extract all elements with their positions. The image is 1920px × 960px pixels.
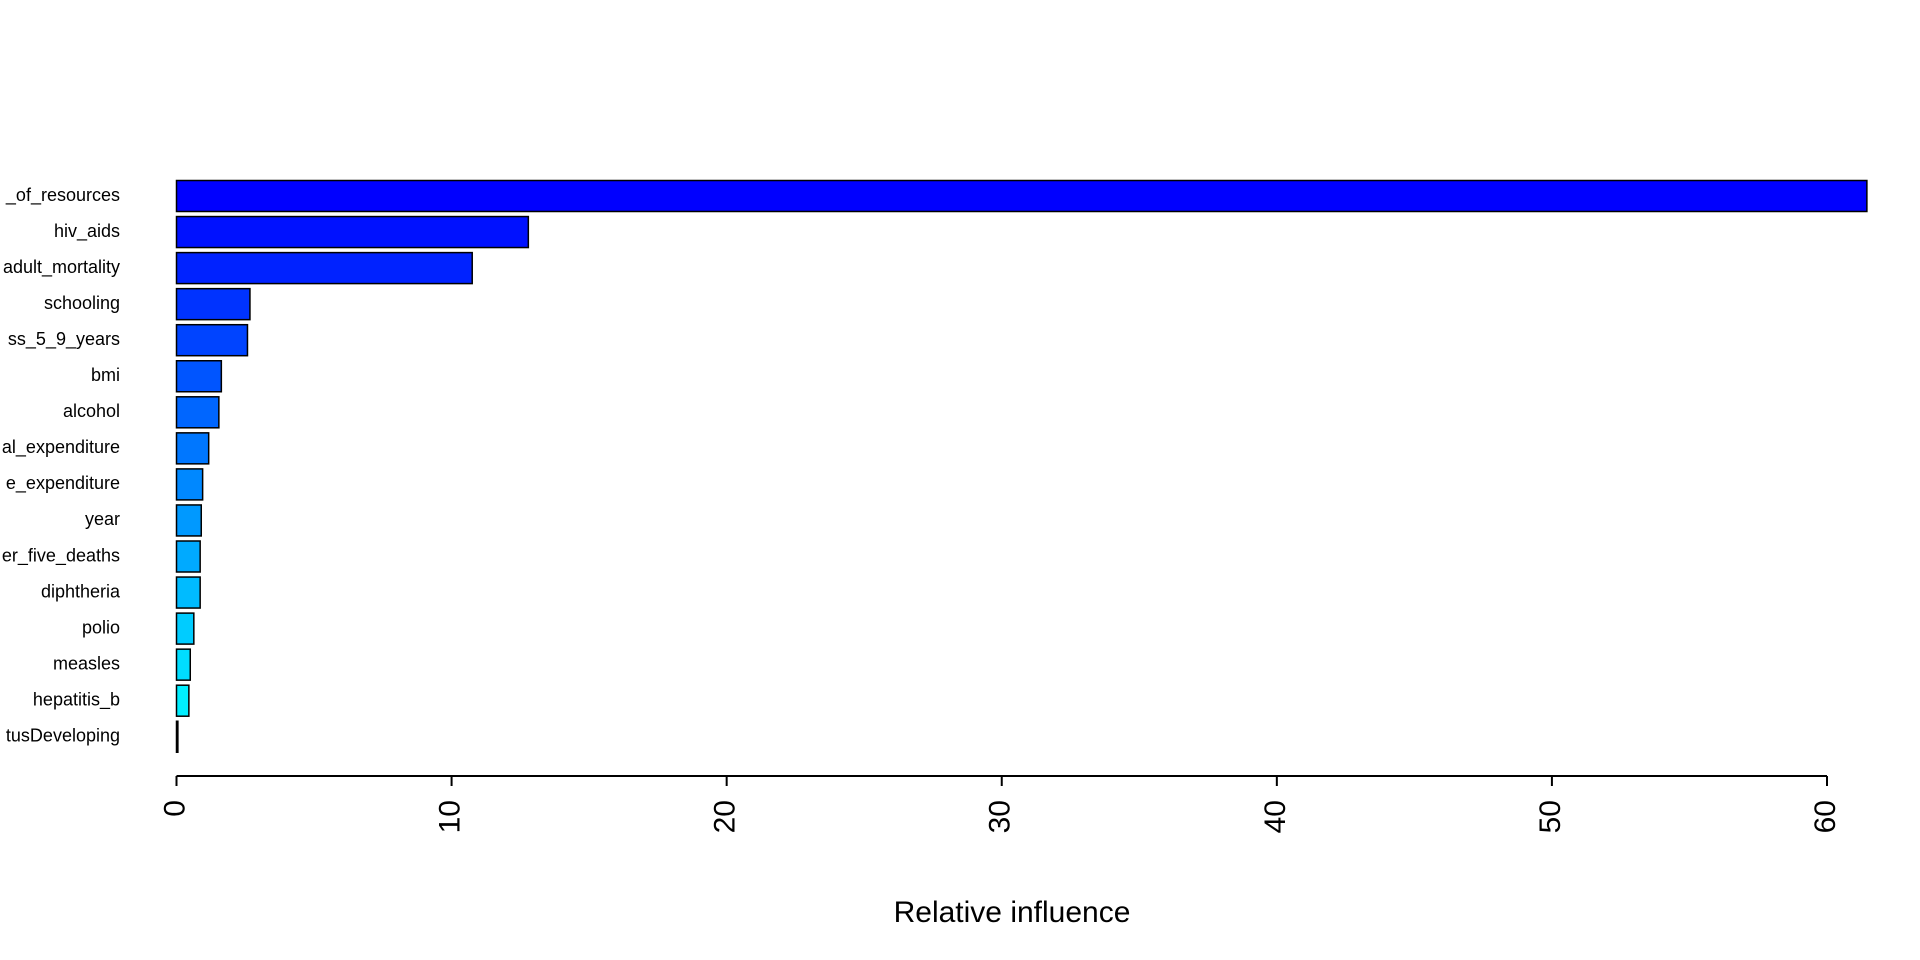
y-tick-label: _of_resources	[5, 185, 120, 206]
bar	[175, 648, 192, 681]
y-tick-label: e_expenditure	[6, 473, 120, 494]
y-tick-label: diphtheria	[41, 581, 121, 601]
y-tick-label: ss_5_9_years	[8, 329, 120, 350]
y-tick-label: polio	[82, 617, 120, 637]
x-tick-label: 50	[1534, 800, 1567, 833]
bar	[175, 576, 201, 609]
x-tick-label: 60	[1809, 800, 1842, 833]
x-tick-label: 30	[984, 800, 1017, 833]
bar	[175, 432, 210, 465]
bar	[175, 468, 204, 501]
bar	[175, 251, 473, 285]
bar	[175, 504, 203, 537]
y-tick-label: hiv_aids	[54, 221, 120, 242]
bar	[175, 360, 223, 393]
y-tick-label: er_five_deaths	[2, 545, 120, 566]
x-tick-label: 10	[434, 800, 467, 833]
bar	[175, 720, 179, 753]
bar	[175, 684, 190, 717]
y-tick-label: al_expenditure	[2, 437, 120, 458]
y-tick-label: hepatitis_b	[33, 689, 120, 710]
y-tick-label: year	[85, 509, 120, 529]
x-tick-label: 40	[1259, 800, 1292, 833]
bar	[175, 215, 530, 249]
bar	[175, 323, 249, 357]
y-tick-label: tusDeveloping	[6, 726, 120, 746]
y-tick-label: measles	[53, 653, 120, 673]
y-tick-label: adult_mortality	[3, 257, 120, 278]
y-tick-label: alcohol	[63, 401, 120, 421]
bar	[175, 179, 1868, 213]
bar	[175, 287, 251, 321]
y-tick-label: bmi	[91, 365, 120, 385]
bar	[175, 612, 195, 645]
bar	[175, 396, 220, 429]
bar	[175, 540, 201, 573]
y-tick-label: schooling	[44, 293, 120, 313]
x-tick-label: 20	[709, 800, 742, 833]
x-axis-label: Relative influence	[894, 896, 1131, 929]
x-tick-label: 0	[158, 800, 191, 817]
